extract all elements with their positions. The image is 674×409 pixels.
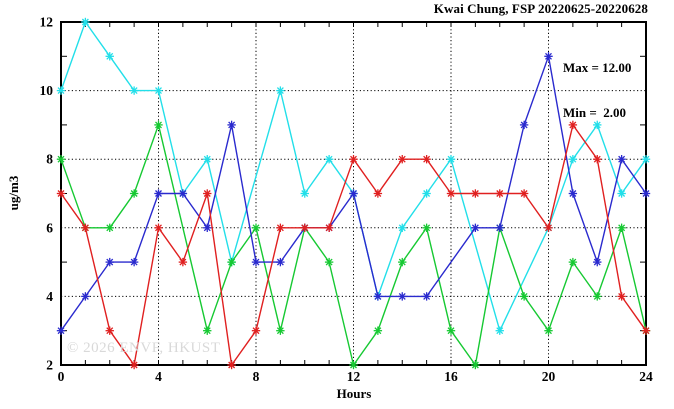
series-blue-line (60, 55, 647, 332)
x-tick-label: 0 (58, 369, 65, 384)
min-value-label: Min = 2.00 (563, 105, 627, 120)
y-tick-label: 8 (46, 152, 53, 167)
y-tick-label: 4 (46, 289, 53, 304)
y-tick-label: 10 (40, 83, 54, 98)
x-axis-label: Hours (336, 386, 372, 401)
chart-title: Kwai Chung, FSP 20220625-20220628 (433, 1, 648, 16)
series-blue-markers (56, 52, 651, 335)
max-value-label: Max = 12.00 (563, 60, 632, 75)
y-axis-label: ug/m3 (6, 175, 21, 211)
watermark-text: © 2026 ENVF, HKUST (67, 340, 221, 356)
x-tick-label: 4 (155, 369, 162, 384)
x-tick-label: 24 (639, 369, 653, 384)
tick-labels: 12 10 8 6 4 20 4 8 12 16 20 24 (40, 15, 654, 385)
series-green-markers (56, 120, 651, 370)
series-green-line (60, 124, 647, 366)
series-red-markers (56, 120, 651, 370)
x-tick-label: 20 (542, 369, 556, 384)
x-tick-label: 16 (444, 369, 458, 384)
x-tick-label: 12 (347, 369, 361, 384)
x-tick-label: 8 (253, 369, 260, 384)
series-cyan-line (60, 21, 647, 332)
y-tick-label: 12 (40, 15, 54, 30)
y-tick-label: 2 (46, 358, 53, 373)
maxmin-annotation: Max = 12.00 Min = 2.00 (563, 30, 631, 150)
series-blue (56, 52, 651, 335)
y-tick-label: 6 (46, 220, 53, 235)
series-green (56, 120, 651, 370)
series-red (56, 120, 651, 370)
